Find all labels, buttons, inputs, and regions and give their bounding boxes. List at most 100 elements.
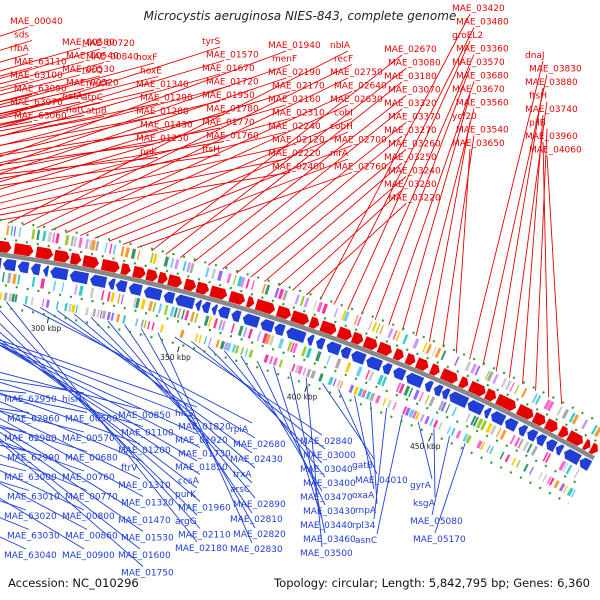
scale-tick xyxy=(177,346,180,353)
feature-mark xyxy=(513,436,521,448)
feature-mark xyxy=(261,333,268,344)
feature-mark xyxy=(305,347,313,359)
feature-mark xyxy=(355,366,363,377)
forward-gene-label: MAE_63090 xyxy=(14,85,67,95)
feature-mark xyxy=(264,334,271,345)
scale-tick xyxy=(304,386,308,393)
forward-gene-label: ycf20 xyxy=(452,112,477,122)
forward-gene-arrow xyxy=(495,393,516,411)
reverse-gene-arrow xyxy=(163,291,176,304)
feature-mark xyxy=(181,309,186,320)
feature-mark xyxy=(291,363,296,372)
reverse-gene-label: MAE_01100 xyxy=(121,429,174,439)
forward-gene-arrow xyxy=(404,352,416,366)
forward-gene-arrow xyxy=(336,326,352,341)
feature-mark xyxy=(100,290,105,301)
forward-gene-label: MAE_03680 xyxy=(456,72,509,82)
feature-mark xyxy=(561,408,570,420)
feature-mark xyxy=(431,346,437,357)
feature-mark xyxy=(250,280,255,291)
feature-mark xyxy=(264,284,271,295)
feature-mark xyxy=(556,406,563,416)
feature-mark xyxy=(562,462,569,473)
feature-mark xyxy=(504,454,511,463)
reverse-gene-arrow xyxy=(393,367,407,381)
reverse-connector xyxy=(305,377,323,548)
feature-mark xyxy=(52,280,57,291)
forward-gene-label: MAE_03560 xyxy=(456,99,509,109)
forward-gene-label: atpC xyxy=(82,93,103,103)
forward-connector xyxy=(0,103,159,137)
forward-gene-arrow xyxy=(414,357,429,371)
feature-mark xyxy=(78,237,83,248)
feature-mark xyxy=(333,307,339,318)
feature-mark xyxy=(353,315,359,326)
feature-mark xyxy=(479,441,486,450)
reverse-gene-label: MAE_01960 xyxy=(178,504,231,514)
feature-mark xyxy=(194,333,199,342)
reverse-gene-arrow xyxy=(527,429,539,442)
reverse-gene-label: MAE_63030 xyxy=(7,532,60,542)
feature-mark xyxy=(495,427,502,438)
reverse-connector xyxy=(73,313,256,469)
feature-mark xyxy=(425,343,433,355)
reverse-connector xyxy=(23,304,253,424)
reverse-gene-arrow xyxy=(30,263,41,276)
feature-mark xyxy=(186,262,192,273)
reverse-gene-label: MAE_02180 xyxy=(175,544,228,554)
reverse-gene-labels: MAE_62950MAE_62960MAE_62980MAE_62990MAE_… xyxy=(4,395,466,579)
forward-gene-label: MAE_01780 xyxy=(206,105,259,115)
reverse-gene-label: MAE_03440 xyxy=(300,521,353,531)
feature-mark xyxy=(305,368,312,378)
reverse-gene-label: purK xyxy=(175,490,197,500)
reverse-gene-label: MAE_02840 xyxy=(300,437,353,447)
reverse-gene-arrow xyxy=(424,380,434,393)
forward-gene-label: MAE_03420 xyxy=(452,4,505,14)
forward-gene-label: groEL2 xyxy=(452,31,483,41)
feature-mark xyxy=(223,341,229,351)
feature-mark xyxy=(480,420,488,431)
forward-connector xyxy=(0,48,101,80)
forward-gene-label: MAE_00530 xyxy=(62,65,115,75)
forward-gene-label: MAE_02670 xyxy=(384,45,437,55)
feature-mark xyxy=(542,473,548,482)
reverse-gene-label: arsC xyxy=(230,485,250,495)
feature-mark xyxy=(332,378,337,387)
forward-gene-label: MAE_01770 xyxy=(202,118,255,128)
reverse-connector xyxy=(90,316,253,484)
feature-mark xyxy=(509,382,515,392)
reverse-gene-label: asnC xyxy=(355,536,377,546)
reverse-gene-label: trxA xyxy=(233,470,252,480)
reverse-gene-label: MAE_03000 xyxy=(303,451,356,461)
reverse-gene-arrow xyxy=(90,274,108,288)
feature-mark xyxy=(110,312,115,321)
forward-connector xyxy=(347,40,471,310)
feature-mark xyxy=(88,239,93,250)
feature-mark xyxy=(42,230,47,242)
forward-gene-label: MAE_02120 xyxy=(272,136,325,146)
reverse-gene-label: MAE_62960 xyxy=(7,415,60,425)
forward-connector xyxy=(0,131,287,204)
feature-mark xyxy=(424,394,430,405)
reverse-connector xyxy=(5,301,198,543)
feature-mark xyxy=(440,401,447,412)
feature-mark xyxy=(297,365,303,375)
reverse-gene-label: MAE_03400 xyxy=(303,479,356,489)
scale-tick-label: 400 kbp xyxy=(287,392,318,401)
reverse-gene-label: gyrA xyxy=(410,481,432,491)
reverse-gene-arrow xyxy=(546,439,558,452)
reverse-gene-label: MAE_02430 xyxy=(230,455,283,465)
forward-connector xyxy=(0,62,155,106)
forward-gene-label: nblA xyxy=(330,41,351,51)
feature-mark xyxy=(230,323,235,334)
scale-tick xyxy=(46,316,50,324)
forward-connector xyxy=(108,145,353,242)
feature-mark xyxy=(553,480,560,489)
forward-gene-label: MAE_02640 xyxy=(334,82,387,92)
forward-connector xyxy=(36,77,349,229)
feature-mark xyxy=(542,451,549,462)
forward-gene-arrow xyxy=(428,363,440,376)
forward-gene-label: MAE_03960 xyxy=(525,132,578,142)
ring-layers xyxy=(0,218,600,505)
